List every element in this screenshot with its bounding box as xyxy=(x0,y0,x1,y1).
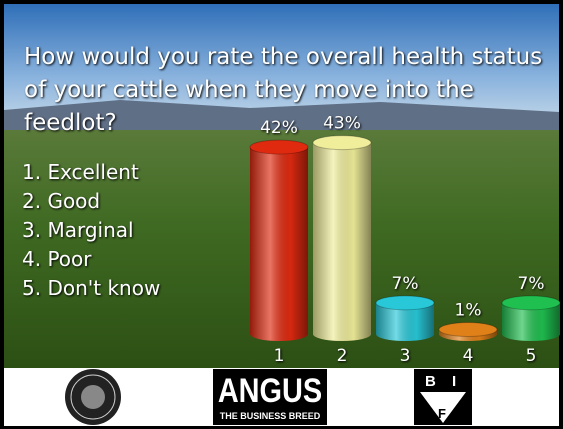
bar-shade xyxy=(250,147,308,334)
slide: How would you rate the overall health st… xyxy=(0,0,563,429)
angus-tagline: THE BUSINESS BREED xyxy=(220,411,321,421)
bar-top xyxy=(313,136,371,150)
option: 3. Marginal xyxy=(22,218,134,242)
value-label: 7% xyxy=(392,274,419,294)
angus-text: ANGUS xyxy=(218,371,322,410)
option: 5. Don't know xyxy=(22,276,160,300)
bar-top xyxy=(250,140,308,154)
option: 1. Excellent xyxy=(22,160,139,184)
bar-top xyxy=(376,296,434,310)
option: 4. Poor xyxy=(22,247,92,271)
x-tick-label: 4 xyxy=(463,346,474,366)
bar-top xyxy=(502,296,560,310)
value-label: 7% xyxy=(518,274,545,294)
value-label: 1% xyxy=(455,301,482,321)
x-tick-label: 2 xyxy=(337,346,348,366)
bar-top xyxy=(439,323,497,337)
x-tick-label: 5 xyxy=(526,346,537,366)
seal-logo xyxy=(65,369,121,425)
bif-letter: B xyxy=(425,373,436,390)
value-label: 42% xyxy=(260,118,298,138)
bif-letter: F xyxy=(438,406,446,421)
x-tick-label: 1 xyxy=(274,346,285,366)
x-tick-label: 3 xyxy=(400,346,411,366)
bar-shade xyxy=(313,143,371,334)
option: 2. Good xyxy=(22,189,100,213)
value-label: 43% xyxy=(323,114,361,134)
bif-letter: I xyxy=(452,373,456,390)
